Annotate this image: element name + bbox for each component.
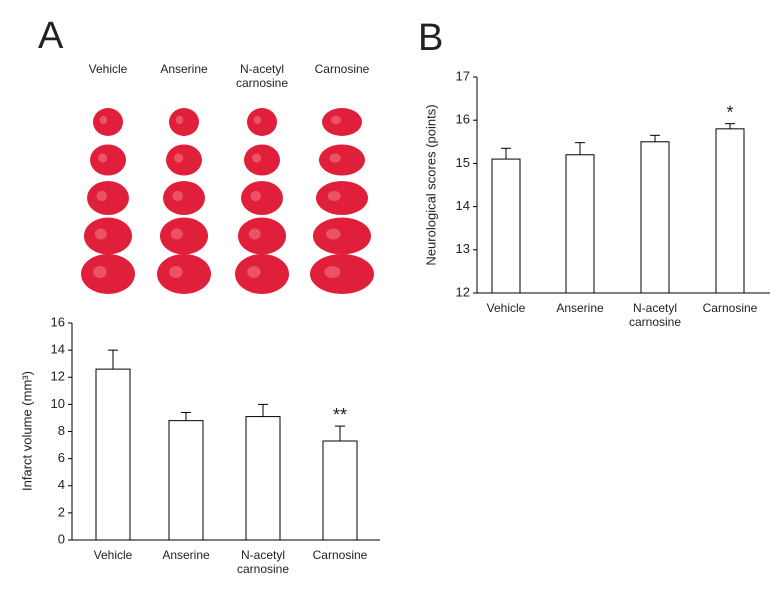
y-tick-label: 8 bbox=[58, 423, 65, 438]
slice-highlight bbox=[247, 266, 261, 278]
slice-highlight bbox=[94, 228, 107, 240]
brain-slice bbox=[316, 181, 368, 215]
y-tick-label: 2 bbox=[58, 504, 65, 519]
y-axis-label: Neurological scores (points) bbox=[423, 104, 438, 265]
slice-highlight bbox=[253, 115, 262, 125]
slice-label: N-acetyl carnosine bbox=[236, 62, 288, 90]
x-tick-label: Anserine bbox=[556, 301, 604, 315]
y-tick-label: 10 bbox=[51, 396, 65, 411]
x-tick-label: Anserine bbox=[162, 548, 210, 562]
y-tick-label: 16 bbox=[51, 314, 65, 329]
y-tick-label: 0 bbox=[58, 531, 65, 546]
slice-highlight bbox=[96, 190, 107, 202]
slice-highlight bbox=[252, 153, 262, 163]
brain-slice bbox=[166, 144, 202, 176]
x-tick-label: Vehicle bbox=[487, 301, 526, 315]
bar bbox=[491, 158, 521, 294]
panel-label: A bbox=[38, 15, 64, 57]
slice-highlight bbox=[93, 266, 107, 278]
x-tick-label: Carnosine bbox=[313, 548, 368, 562]
significance: * bbox=[726, 102, 733, 122]
x-tick-label: Carnosine bbox=[703, 301, 758, 315]
brain-slice bbox=[247, 108, 277, 136]
slice-highlight bbox=[175, 115, 184, 125]
slice-highlight bbox=[250, 190, 261, 202]
slice-highlight bbox=[172, 190, 183, 202]
brain-slice bbox=[322, 108, 362, 136]
slice-highlight bbox=[98, 153, 108, 163]
bar bbox=[168, 420, 204, 541]
bar bbox=[565, 154, 595, 294]
brain-slice bbox=[319, 144, 365, 176]
x-tick-label: N-acetyl carnosine bbox=[629, 301, 681, 329]
slice-highlight bbox=[174, 153, 184, 163]
x-tick-label: Vehicle bbox=[94, 548, 133, 562]
slice-label: Carnosine bbox=[315, 62, 370, 76]
brain-slice bbox=[90, 144, 126, 176]
brain-slice bbox=[244, 144, 280, 176]
brain-slice bbox=[169, 108, 199, 136]
y-tick-label: 17 bbox=[456, 68, 470, 83]
significance: ** bbox=[333, 405, 347, 425]
brain-slice bbox=[163, 181, 205, 215]
y-tick-label: 14 bbox=[51, 342, 65, 357]
y-tick-label: 6 bbox=[58, 450, 65, 465]
slice-highlight bbox=[170, 228, 183, 240]
y-tick-label: 4 bbox=[58, 477, 65, 492]
y-tick-label: 13 bbox=[456, 241, 470, 256]
y-tick-label: 15 bbox=[456, 155, 470, 170]
y-tick-label: 14 bbox=[456, 198, 470, 213]
y-axis-label: Infarct volume (mm³) bbox=[19, 371, 34, 491]
slice-highlight bbox=[324, 266, 341, 278]
brain-slice bbox=[241, 181, 283, 215]
brain-slice bbox=[313, 217, 371, 255]
bar bbox=[322, 440, 358, 541]
slice-highlight bbox=[331, 115, 341, 125]
y-tick-label: 12 bbox=[456, 284, 470, 299]
slice-label: Anserine bbox=[160, 62, 208, 76]
slice-highlight bbox=[169, 266, 183, 278]
brain-slice bbox=[157, 254, 211, 294]
panel-label: B bbox=[418, 17, 443, 59]
y-tick-label: 16 bbox=[456, 112, 470, 127]
slice-highlight bbox=[327, 190, 341, 202]
brain-slice bbox=[81, 254, 135, 294]
brain-slice bbox=[235, 254, 289, 294]
slice-label: Vehicle bbox=[89, 62, 128, 76]
brain-slice bbox=[310, 254, 374, 294]
slice-highlight bbox=[326, 228, 341, 240]
brain-slice bbox=[238, 217, 286, 255]
slice-highlight bbox=[99, 115, 108, 125]
x-tick-label: N-acetyl carnosine bbox=[237, 548, 289, 576]
brain-slices: Vehicle Anserine N-acetyl carnosine Carnosin… bbox=[81, 62, 374, 294]
slice-highlight bbox=[329, 153, 341, 163]
brain-slice bbox=[84, 217, 132, 255]
bar bbox=[245, 416, 281, 541]
brain-slice bbox=[87, 181, 129, 215]
y-tick-label: 12 bbox=[51, 369, 65, 384]
bar bbox=[95, 368, 131, 541]
brain-slice bbox=[93, 108, 123, 136]
slice-highlight bbox=[248, 228, 261, 240]
bar bbox=[640, 141, 670, 294]
brain-slice bbox=[160, 217, 208, 255]
bar bbox=[715, 128, 745, 294]
